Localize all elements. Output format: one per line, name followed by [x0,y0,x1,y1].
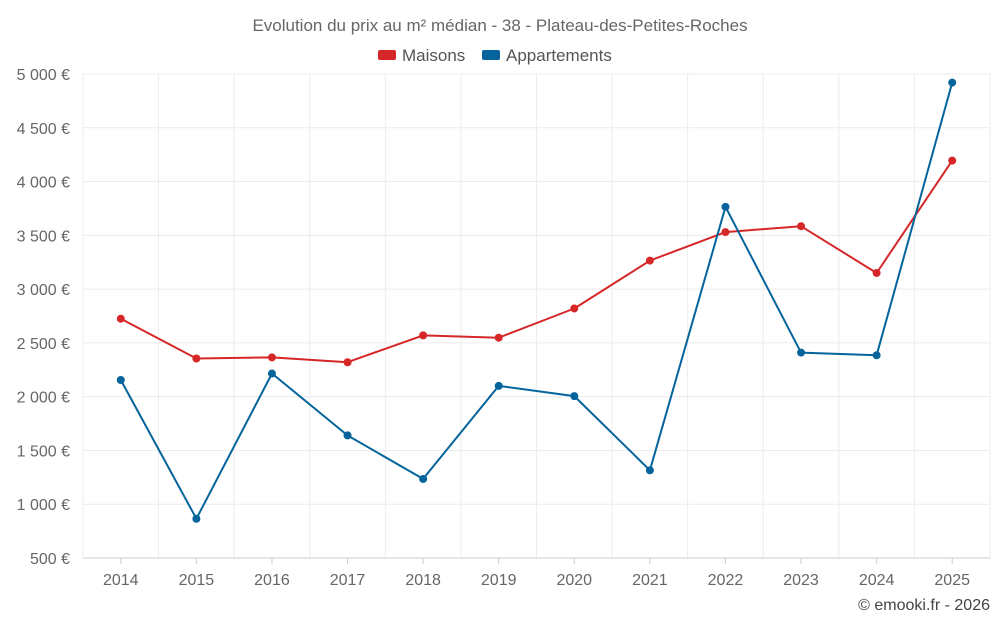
series-maisons [116,156,957,367]
legend-swatch-maisons [378,50,396,60]
legend-item-maisons[interactable]: Maisons [378,46,465,65]
data-point-appartements-2015[interactable] [192,514,201,523]
y-tick-label: 3 000 € [17,282,70,299]
y-tick-label: 2 000 € [17,390,70,407]
legend-label-maisons: Maisons [402,46,465,65]
data-point-appartements-2025[interactable] [948,78,957,87]
data-point-appartements-2021[interactable] [645,466,654,475]
data-point-maisons-2015[interactable] [192,354,201,363]
data-point-appartements-2024[interactable] [872,351,881,360]
series-appartements [116,78,957,523]
data-point-maisons-2022[interactable] [721,228,730,237]
legend: Maisons Appartements [378,46,612,65]
x-tick-label-2020: 2020 [556,572,592,589]
y-tick-label: 4 000 € [17,175,70,192]
legend-label-appartements: Appartements [506,46,612,65]
data-point-maisons-2019[interactable] [494,333,503,342]
x-tick-label-2017: 2017 [330,572,366,589]
y-tick-label: 5 000 € [17,67,70,84]
data-point-maisons-2023[interactable] [797,222,806,231]
y-tick-label: 500 € [30,551,70,568]
series-line-maisons [120,160,954,364]
data-point-appartements-2016[interactable] [267,369,276,378]
x-tick-label-2023: 2023 [783,572,819,589]
x-tick-label-2016: 2016 [254,572,290,589]
data-point-maisons-2024[interactable] [872,268,881,277]
y-tick-label: 3 500 € [17,228,70,245]
x-axis-ticks: 2014 2015 2016 2017 2018 2019 2020 2021 2022 2023… [83,557,990,589]
x-tick-label-2024: 2024 [859,572,895,589]
x-tick-label-2015: 2015 [179,572,215,589]
data-point-maisons-2014[interactable] [116,314,125,323]
data-point-appartements-2017[interactable] [343,431,352,440]
data-point-maisons-2016[interactable] [267,353,276,362]
credit-text: © emooki.fr - 2026 [858,597,990,614]
x-tick-label-2019: 2019 [481,572,517,589]
data-point-maisons-2025[interactable] [948,156,957,165]
data-point-maisons-2018[interactable] [419,331,428,340]
grid [82,73,991,559]
data-point-appartements-2022[interactable] [721,202,730,211]
legend-item-appartements[interactable]: Appartements [482,46,612,65]
legend-swatch-appartements [482,50,500,60]
chart-title: Evolution du prix au m² médian - 38 - Pl… [252,16,747,35]
y-tick-label: 1 000 € [17,497,70,514]
x-tick-label-2025: 2025 [934,572,970,589]
data-point-appartements-2018[interactable] [419,474,428,483]
data-point-maisons-2020[interactable] [570,304,579,313]
y-tick-label: 1 500 € [17,443,70,460]
x-tick-label-2021: 2021 [632,572,668,589]
data-point-appartements-2014[interactable] [116,375,125,384]
data-point-appartements-2023[interactable] [797,348,806,357]
data-point-maisons-2021[interactable] [645,256,654,265]
x-tick-label-2022: 2022 [708,572,744,589]
y-tick-label: 2 500 € [17,336,70,353]
y-axis-ticks: 500 € 1 000 € 1 500 € 2 000 € 2 500 € 3 000 €… [17,67,70,568]
series-line-appartements [119,82,954,520]
data-point-appartements-2020[interactable] [570,392,579,401]
y-tick-label: 4 500 € [17,121,70,138]
data-point-appartements-2019[interactable] [494,381,503,390]
series [116,78,957,523]
x-tick-label-2018: 2018 [405,572,441,589]
data-point-maisons-2017[interactable] [343,358,352,367]
x-tick-label-2014: 2014 [103,572,139,589]
